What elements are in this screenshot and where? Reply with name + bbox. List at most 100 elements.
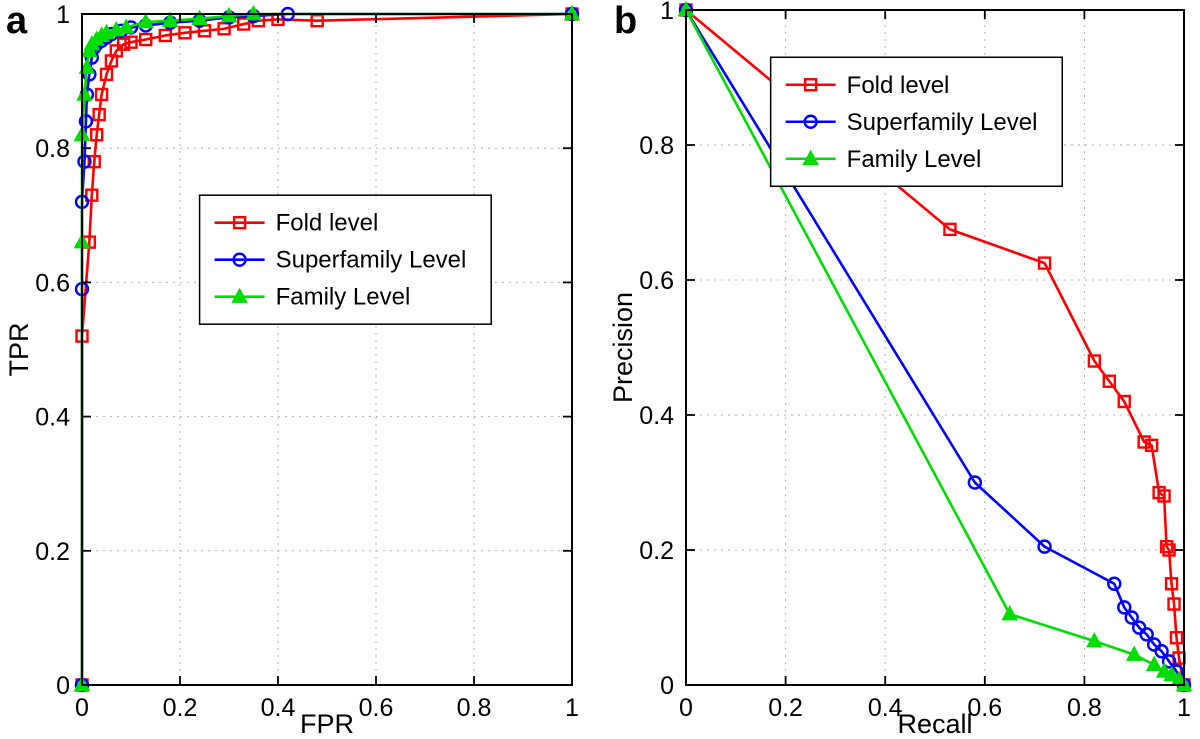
square-marker <box>1102 374 1116 388</box>
circle-marker <box>1107 576 1122 591</box>
square-marker <box>94 87 109 102</box>
x-axis-label: Recall <box>897 709 972 739</box>
x-tick-label: 1 <box>1177 694 1191 722</box>
triangle-marker <box>1145 655 1163 671</box>
series-family-level <box>73 4 581 692</box>
triangle-marker <box>137 12 154 29</box>
square-marker <box>99 67 114 82</box>
axis-box <box>685 9 1185 686</box>
x-tick-label: 0.4 <box>868 694 903 722</box>
y-tick-label: 0.2 <box>35 538 70 566</box>
grid <box>82 14 572 685</box>
triangle-marker <box>117 18 135 34</box>
square-marker <box>158 28 173 43</box>
square-marker <box>124 35 138 49</box>
triangle-marker <box>220 6 238 23</box>
square-marker <box>1164 577 1179 591</box>
triangle-marker <box>1086 632 1103 648</box>
series-line <box>684 9 1186 686</box>
triangle-marker <box>1163 665 1180 682</box>
square-marker <box>217 22 231 36</box>
triangle-marker <box>231 287 248 303</box>
series-fold-level <box>75 7 579 692</box>
axis-ticks: 0 0.2 0.4 0.6 0.8 1 0 0.2 0.4 0.6 0.8 1 <box>639 0 1191 722</box>
legend-entry-label: Fold level <box>847 72 950 99</box>
square-marker <box>1144 438 1159 453</box>
y-tick-label: 0.6 <box>639 267 674 295</box>
series-line <box>80 12 572 685</box>
circle-marker <box>77 154 92 169</box>
series-line <box>80 12 573 685</box>
legend-entry-label: Family Level <box>847 146 982 173</box>
y-tick-label: 0.4 <box>639 402 674 430</box>
legend-entry: Superfamily Level <box>214 247 467 274</box>
square-marker <box>1087 354 1102 368</box>
x-tick-label: 0 <box>75 694 89 722</box>
panel-b: b 0 0.2 0.4 0.6 0.8 1 0 0.2 0.4 0.6 0.8 1 Recall Prec… <box>600 0 1200 739</box>
triangle-marker <box>78 58 96 74</box>
square-marker <box>92 107 106 122</box>
square-marker <box>138 32 153 47</box>
legend-entry: Family Level <box>785 146 982 173</box>
circle-marker <box>967 475 983 490</box>
panel-a: a 0 0.2 0.4 0.6 0.8 1 0 0.2 0.4 0.6 0.8 1 FPR TPR Fold… <box>4 0 581 739</box>
series-superfamily-level <box>74 6 580 693</box>
square-marker <box>1167 597 1181 611</box>
y-tick-label: 0 <box>56 672 70 700</box>
x-tick-label: 0 <box>679 694 693 722</box>
square-marker <box>232 215 247 230</box>
axis-box <box>81 13 573 686</box>
legend-entry: Family Level <box>214 284 411 311</box>
y-axis-label: TPR <box>4 323 34 377</box>
legend-entry-label: Fold level <box>276 210 379 237</box>
y-tick-label: 0.2 <box>639 537 674 565</box>
y-tick-label: 1 <box>56 1 70 29</box>
x-tick-label: 0.4 <box>261 694 296 722</box>
square-marker <box>1169 631 1184 645</box>
legend-entry-label: Superfamily Level <box>276 247 467 274</box>
legend-entry: Superfamily Level <box>785 109 1038 136</box>
legend-entry-label: Family Level <box>276 284 411 311</box>
circle-marker <box>232 252 247 267</box>
y-tick-label: 0.8 <box>639 132 674 160</box>
panel-b-letter: b <box>614 0 638 42</box>
x-tick-label: 1 <box>565 694 579 722</box>
triangle-marker <box>76 85 93 101</box>
axis-ticks: 0 0.2 0.4 0.6 0.8 1 0 0.2 0.4 0.6 0.8 1 <box>35 1 579 722</box>
square-marker <box>116 37 131 51</box>
legend: Fold level Superfamily Level Family Level <box>198 194 492 325</box>
triangle-marker <box>1125 645 1143 661</box>
circle-marker <box>1124 610 1139 625</box>
square-marker <box>109 44 124 58</box>
x-tick-label: 0.2 <box>768 694 803 722</box>
circle-marker <box>1037 539 1052 554</box>
square-marker <box>85 188 99 202</box>
triangle-marker <box>1001 605 1018 621</box>
precision-recall-chart: 0 0.2 0.4 0.6 0.8 1 0 0.2 0.4 0.6 0.8 1 Recall Precis… <box>608 0 1193 739</box>
circle-marker <box>1161 654 1177 669</box>
circle-marker <box>1154 644 1169 659</box>
legend-entry: Fold level <box>214 210 379 237</box>
roc-chart: 0 0.2 0.4 0.6 0.8 1 0 0.2 0.4 0.6 0.8 1 FPR TPR Fold l… <box>4 1 581 739</box>
legend-entry-label: Superfamily Level <box>847 109 1038 136</box>
legend-entry: Fold level <box>785 72 950 99</box>
square-marker <box>1137 435 1151 449</box>
legend: Fold level Superfamily Level Family Level <box>769 56 1064 187</box>
x-tick-label: 0.8 <box>457 694 492 722</box>
circle-marker <box>1139 627 1154 642</box>
square-marker <box>236 17 251 31</box>
square-marker <box>178 26 192 40</box>
square-marker <box>1037 256 1052 270</box>
circle-marker <box>1117 600 1132 615</box>
y-axis-label: Precision <box>608 292 638 403</box>
square-marker <box>89 128 104 142</box>
series-line <box>80 12 572 685</box>
y-tick-label: 0.6 <box>35 269 70 297</box>
circle-marker <box>78 114 94 129</box>
x-axis-label: FPR <box>300 709 354 739</box>
x-tick-label: 0.2 <box>163 694 198 722</box>
circle-marker <box>803 114 818 129</box>
y-tick-label: 1 <box>660 0 674 25</box>
square-marker <box>1117 394 1131 409</box>
